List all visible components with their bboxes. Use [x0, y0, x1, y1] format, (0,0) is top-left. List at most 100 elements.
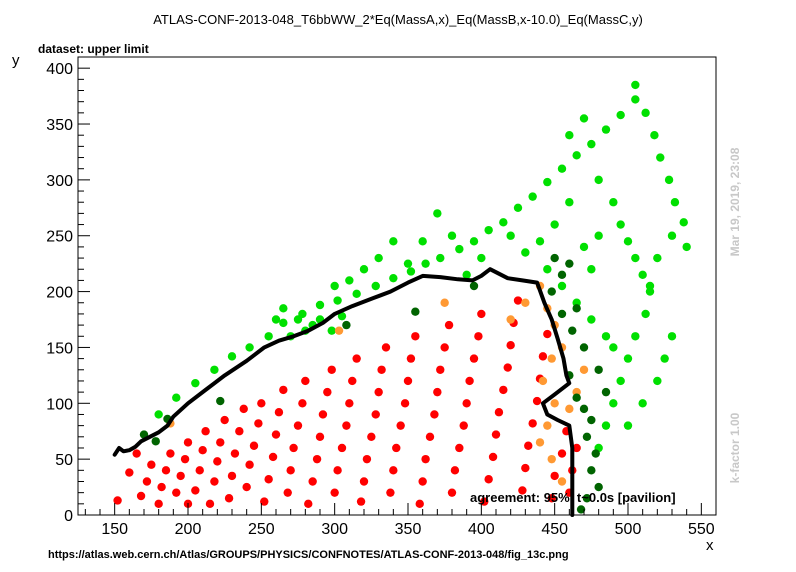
data-point — [543, 329, 552, 339]
data-point — [142, 477, 152, 486]
data-point — [345, 399, 354, 408]
data-point — [191, 486, 200, 495]
data-point — [601, 387, 611, 397]
data-point — [283, 488, 292, 497]
k-factor-label: k-factor 1.00 — [728, 412, 742, 484]
data-point — [389, 273, 398, 283]
data-point — [477, 309, 486, 319]
data-point — [374, 387, 383, 397]
data-point — [579, 343, 589, 352]
y-tick-label: 350 — [46, 117, 73, 134]
data-point — [641, 309, 650, 319]
data-point — [210, 365, 219, 374]
data-point — [550, 471, 559, 481]
data-point — [337, 443, 347, 453]
chart-title: ATLAS-CONF-2013-048_T6bbWW_2*Eq(MassA,x)… — [153, 12, 643, 27]
data-point — [503, 363, 512, 372]
data-point — [308, 477, 317, 486]
data-point — [638, 399, 647, 408]
data-point — [239, 404, 248, 414]
data-point — [279, 385, 288, 395]
data-point — [547, 354, 556, 363]
data-point — [594, 231, 603, 240]
data-point — [279, 304, 288, 313]
data-point — [279, 318, 288, 328]
data-point — [513, 203, 523, 213]
x-tick-label: 150 — [101, 521, 128, 538]
data-point — [631, 253, 640, 263]
data-point — [631, 80, 640, 90]
data-point — [565, 259, 574, 268]
data-point — [304, 499, 313, 509]
data-point — [216, 396, 225, 406]
data-point — [333, 466, 342, 475]
data-point — [180, 454, 190, 464]
data-point — [330, 488, 339, 497]
data-point — [235, 427, 244, 436]
data-point — [312, 454, 322, 464]
data-point — [254, 419, 263, 428]
data-point — [433, 209, 442, 218]
data-point — [337, 311, 347, 321]
data-point — [609, 399, 618, 408]
data-point — [333, 296, 342, 305]
data-point — [462, 270, 471, 280]
data-point — [679, 218, 688, 227]
data-point — [565, 404, 574, 414]
data-point — [271, 430, 281, 439]
data-point — [389, 237, 398, 246]
data-point — [587, 265, 596, 274]
data-point — [579, 404, 589, 414]
data-point — [298, 399, 307, 408]
data-point — [201, 427, 210, 436]
data-point — [682, 242, 691, 252]
data-point — [381, 343, 391, 352]
data-point — [242, 482, 251, 492]
data-point — [436, 253, 445, 263]
data-point — [469, 354, 479, 363]
data-point — [334, 326, 344, 335]
data-point — [406, 354, 416, 363]
data-point — [572, 443, 581, 453]
data-point — [535, 438, 545, 447]
data-point — [151, 437, 160, 446]
data-point — [506, 341, 515, 350]
data-point — [572, 151, 581, 160]
data-point — [411, 307, 420, 316]
data-point — [230, 449, 240, 458]
data-point — [528, 419, 537, 428]
data-point — [430, 410, 439, 419]
data-point — [249, 441, 259, 450]
data-point — [125, 468, 134, 477]
data-point — [216, 438, 225, 447]
data-point — [264, 332, 273, 341]
data-point — [389, 466, 398, 475]
data-point — [132, 449, 141, 458]
data-point — [616, 220, 625, 229]
y-tick-label: 250 — [46, 229, 73, 246]
data-point — [587, 315, 596, 324]
data-point — [374, 253, 383, 263]
data-point — [274, 408, 284, 417]
data-point — [513, 296, 523, 305]
data-point — [191, 378, 200, 388]
data-point — [572, 393, 581, 402]
data-point — [601, 421, 611, 430]
data-point — [157, 482, 166, 492]
x-tick-label: 450 — [541, 521, 568, 538]
data-point — [224, 494, 234, 503]
data-point — [425, 432, 435, 442]
data-point — [386, 488, 395, 497]
x-tick-label: 550 — [688, 521, 715, 538]
data-point — [352, 289, 361, 299]
data-point — [362, 454, 372, 464]
data-point — [396, 421, 405, 430]
data-point — [543, 177, 552, 187]
data-point — [136, 491, 146, 501]
data-point — [557, 270, 567, 280]
data-point — [465, 376, 474, 386]
y-tick-label: 200 — [46, 285, 73, 302]
data-point — [623, 237, 633, 246]
data-point — [433, 387, 442, 397]
